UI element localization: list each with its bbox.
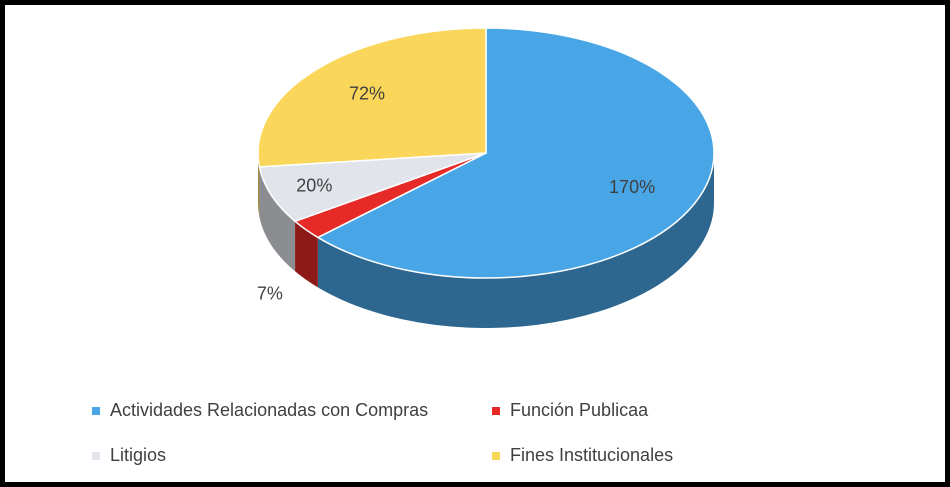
slice-side	[259, 166, 296, 272]
slice-side	[258, 153, 260, 217]
legend-swatch	[492, 407, 500, 415]
data-label: 72%	[349, 83, 385, 103]
legend-label: Función Publicaa	[510, 400, 649, 420]
data-label: 170%	[609, 177, 655, 197]
slice-side	[295, 221, 318, 288]
data-label: 7%	[257, 284, 283, 304]
legend-swatch	[492, 452, 500, 460]
slice	[257, 27, 487, 168]
legend-swatch	[92, 407, 100, 415]
slice-side	[317, 153, 714, 329]
legend-swatch	[92, 452, 100, 460]
data-label: 20%	[296, 176, 332, 196]
legend-label: Actividades Relacionadas con Compras	[110, 400, 428, 420]
legend-label: Fines Institucionales	[510, 445, 673, 465]
slice	[316, 27, 715, 279]
legend-label: Litigios	[110, 445, 166, 465]
slice	[258, 152, 487, 223]
